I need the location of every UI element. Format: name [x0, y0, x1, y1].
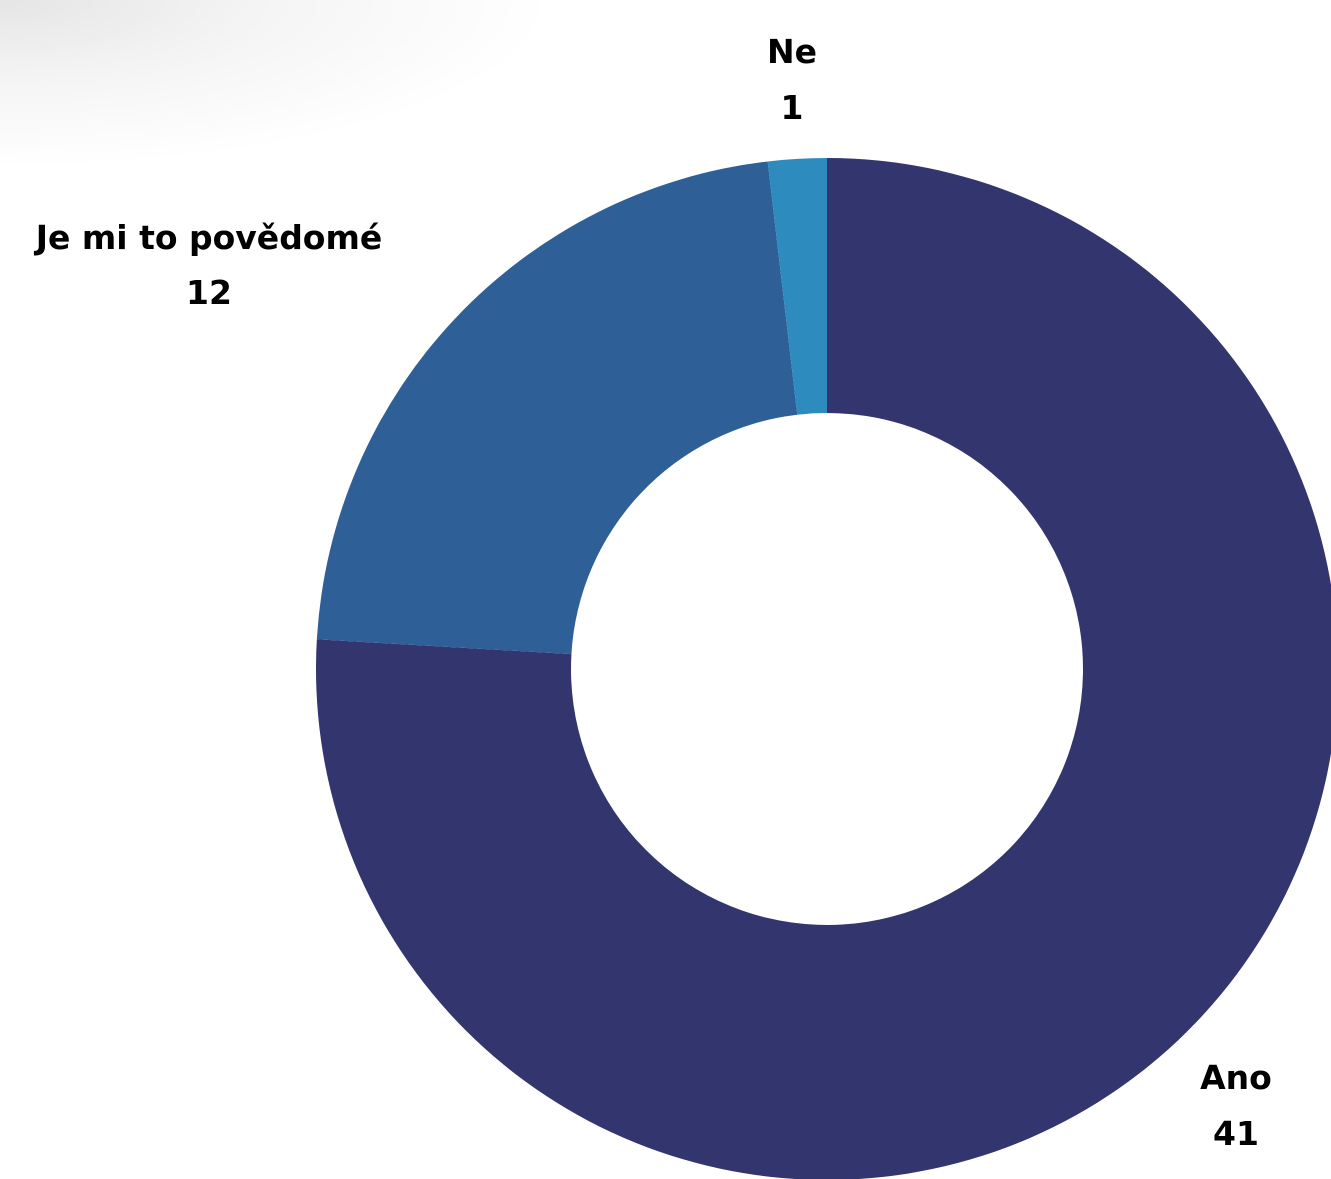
- donut-slices: [316, 158, 1331, 1179]
- slice-ano: [316, 158, 1331, 1179]
- slice-ne: [767, 158, 827, 415]
- donut-labels: Ano 41 Je mi to povědomé 12 Ne 1: [34, 32, 1272, 1153]
- slice-label-je-mi-to-povedome: Je mi to povědomé: [34, 218, 383, 257]
- slice-value-ne: 1: [781, 88, 804, 127]
- slice-label-ne: Ne: [767, 32, 817, 71]
- slice-value-je-mi-to-povedome: 12: [186, 273, 232, 312]
- slice-je-mi-to-povedome: [316, 161, 798, 655]
- slice-value-ano: 41: [1213, 1114, 1259, 1153]
- slice-label-ano: Ano: [1200, 1058, 1272, 1097]
